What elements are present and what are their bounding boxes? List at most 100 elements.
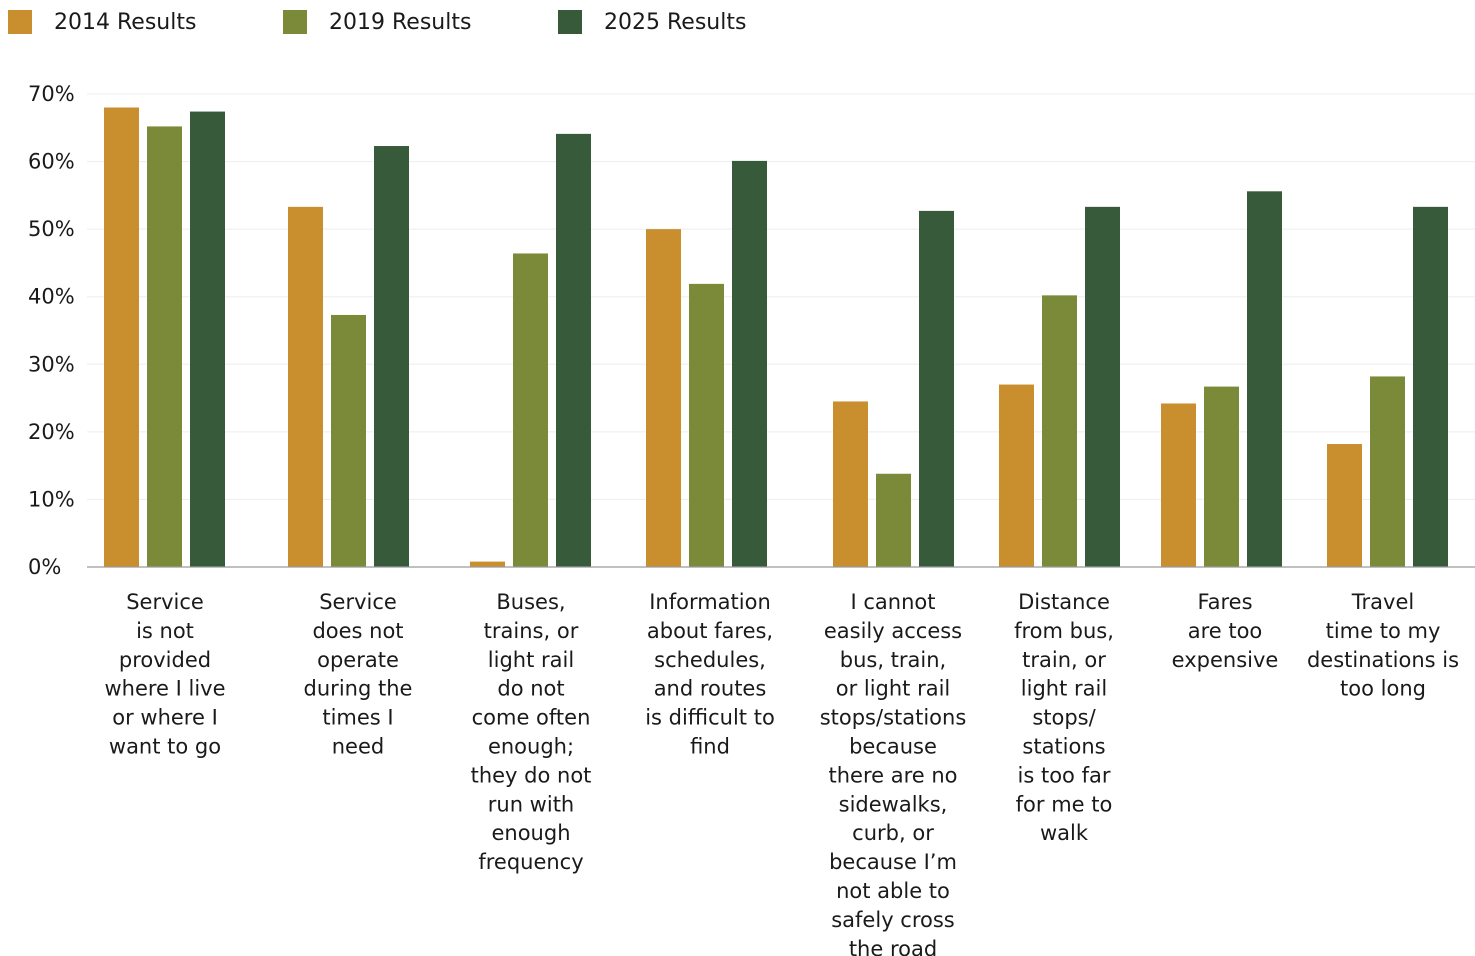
category-label-line: want to go [109, 735, 221, 759]
bar-0-1 [288, 206, 323, 567]
y-tick-label-10: 10% [28, 487, 75, 511]
legend: 2014 Results 2019 Results 2025 Results [8, 10, 746, 35]
category-label-line: Travel [1351, 590, 1414, 614]
category-label-line: or where I [112, 706, 218, 730]
category-label-line: time to my [1326, 619, 1441, 643]
category-label-line: Service [319, 590, 397, 614]
category-label-line: where I live [104, 677, 225, 701]
y-tick-label-50: 50% [28, 217, 75, 241]
bars [104, 107, 1448, 568]
category-label-line: need [332, 735, 384, 759]
bar-1-7 [1370, 376, 1405, 567]
bar-0-0 [104, 107, 139, 567]
category-label-line: from bus, [1014, 619, 1114, 643]
category-label-line: sidewalks, [839, 792, 948, 816]
legend-swatch-1 [283, 10, 307, 34]
category-label-line: schedules, [654, 648, 766, 672]
category-label-line: about fares, [647, 619, 773, 643]
category-label-line: find [690, 735, 730, 759]
bar-1-6 [1204, 386, 1239, 567]
category-label-line: bus, train, [840, 648, 947, 672]
category-label-line: curb, or [852, 821, 934, 845]
bar-2-4 [919, 210, 954, 568]
bar-2-6 [1247, 191, 1282, 567]
bar-2-0 [190, 111, 225, 567]
category-label-line: times I [322, 706, 393, 730]
bar-0-5 [999, 384, 1034, 567]
category-label-line: walk [1040, 821, 1089, 845]
legend-label-2: 2025 Results [604, 10, 746, 35]
category-label-line: stations [1022, 735, 1105, 759]
category-label-line: Distance [1018, 590, 1110, 614]
bar-0-2 [470, 561, 505, 567]
category-label-line: frequency [478, 850, 583, 874]
category-label-line: expensive [1172, 648, 1279, 672]
category-label-line: stops/ [1032, 706, 1096, 730]
category-label-2: Buses, trains, or light rail do not come oft… [471, 590, 592, 874]
bar-1-3 [689, 283, 724, 567]
bar-0-4 [833, 401, 868, 567]
bar-2-2 [556, 133, 591, 568]
bar-2-3 [732, 160, 767, 567]
bar-2-7 [1413, 206, 1448, 567]
x-axis-labels: Service is not provided where I live or wher… [104, 590, 1459, 956]
bar-2-5 [1085, 206, 1120, 567]
bar-1-0 [147, 126, 182, 567]
category-label-5: Distance from bus, train, or light rail stop… [1014, 590, 1114, 845]
bar-0-7 [1327, 444, 1362, 567]
category-label-1: Service does not operate during the times I n… [304, 590, 413, 759]
category-label-3: Information about fares, schedules, and rou… [645, 590, 775, 759]
y-tick-label-40: 40% [28, 285, 75, 309]
category-label-line: because I’m [829, 850, 957, 874]
category-label-line: for me to [1016, 792, 1113, 816]
category-label-line: because [849, 735, 937, 759]
category-label-7: Travel time to my destinations is too long [1307, 590, 1459, 701]
category-label-6: Fares are too expensive [1172, 590, 1279, 672]
category-label-line: they do not [471, 763, 592, 787]
category-label-4: I cannot easily access bus, train, or light… [820, 590, 967, 956]
category-label-line: provided [119, 648, 211, 672]
bar-0-3 [646, 229, 681, 567]
legend-swatch-0 [8, 10, 32, 34]
category-label-line: enough [491, 821, 570, 845]
category-label-line: stops/stations [820, 706, 967, 730]
category-label-line: too long [1340, 677, 1426, 701]
y-axis: 0% 10% 20% 30% 40% 50% 60% 70% [28, 82, 75, 579]
category-label-line: not able to [836, 879, 950, 903]
category-label-line: operate [317, 648, 399, 672]
category-label-line: easily access [824, 619, 962, 643]
bar-1-5 [1042, 295, 1077, 567]
category-label-line: does not [312, 619, 403, 643]
category-label-line: run with [488, 792, 574, 816]
category-label-line: or light rail [836, 677, 951, 701]
bar-1-2 [513, 253, 548, 567]
y-tick-label-30: 30% [28, 352, 75, 376]
category-label-line: is not [136, 619, 194, 643]
bar-1-1 [331, 314, 366, 567]
category-label-line: is difficult to [645, 706, 775, 730]
category-label-0: Service is not provided where I live or wher… [104, 590, 225, 759]
category-label-line: light rail [1021, 677, 1107, 701]
y-tick-label-70: 70% [28, 82, 75, 106]
category-label-line: trains, or [484, 619, 579, 643]
legend-label-1: 2019 Results [329, 10, 471, 35]
category-label-line: do not [497, 677, 564, 701]
category-label-line: Buses, [496, 590, 565, 614]
category-label-line: the road [849, 937, 937, 956]
category-label-line: I cannot [851, 590, 936, 614]
category-label-line: safely cross [831, 908, 955, 932]
bar-1-4 [876, 473, 911, 567]
legend-swatch-2 [558, 10, 582, 34]
category-label-line: destinations is [1307, 648, 1459, 672]
category-label-line: Service [126, 590, 204, 614]
category-label-line: are too [1188, 619, 1263, 643]
bar-0-6 [1161, 403, 1196, 567]
y-tick-label-0: 0% [28, 555, 61, 579]
legend-label-0: 2014 Results [54, 10, 196, 35]
bar-2-1 [374, 146, 409, 567]
category-label-line: is too far [1018, 763, 1111, 787]
y-tick-label-60: 60% [28, 150, 75, 174]
category-label-line: Information [649, 590, 771, 614]
category-label-line: during the [304, 677, 413, 701]
